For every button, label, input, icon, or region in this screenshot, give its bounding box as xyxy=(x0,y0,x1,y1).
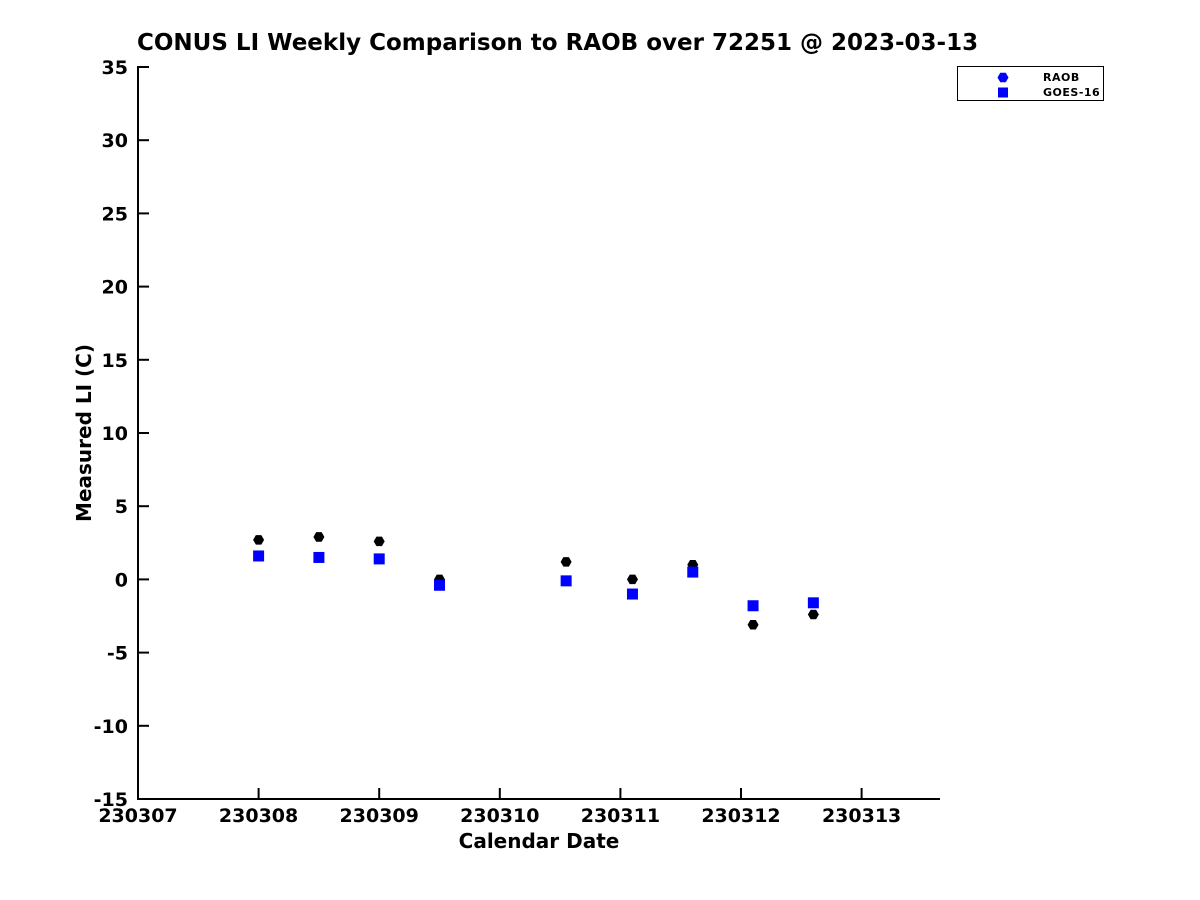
x-tick-label: 230312 xyxy=(701,805,780,827)
x-tick-label: 230311 xyxy=(581,805,660,827)
x-tick-label: 230307 xyxy=(98,805,177,827)
y-tick-label: 35 xyxy=(102,57,128,79)
x-tick-label: 230310 xyxy=(460,805,539,827)
y-tick-label: 5 xyxy=(115,496,128,518)
marker-goes-16 xyxy=(373,553,385,565)
marker-raob xyxy=(747,620,759,630)
marker-goes-16 xyxy=(253,550,265,562)
marker-goes-16 xyxy=(807,597,819,609)
marker-raob xyxy=(373,536,385,547)
legend-item-goes-16: GOES-16 xyxy=(958,85,1103,100)
marker-raob xyxy=(313,532,325,542)
legend-label-goes-16: GOES-16 xyxy=(1043,86,1101,99)
x-tick-label: 230313 xyxy=(822,805,901,827)
marker-goes-16 xyxy=(434,579,446,591)
goes-16-square-marker-icon xyxy=(998,87,1008,98)
y-tick-label: -5 xyxy=(107,643,128,665)
y-tick-label: 10 xyxy=(102,423,128,445)
y-tick-label: 25 xyxy=(102,203,128,225)
marker-raob xyxy=(253,535,265,545)
marker-goes-16 xyxy=(747,600,759,612)
y-tick-label: -15 xyxy=(94,789,128,811)
marker-raob xyxy=(560,557,572,567)
y-tick-label: 30 xyxy=(102,130,128,152)
y-tick-label: -10 xyxy=(94,716,128,738)
legend-label-raob: RAOB xyxy=(1043,71,1080,84)
marker-raob xyxy=(626,574,638,585)
y-tick-label: 20 xyxy=(102,277,128,299)
y-tick-label: 15 xyxy=(102,350,128,372)
marker-raob xyxy=(807,609,819,620)
legend: RAOB GOES-16 xyxy=(957,66,1104,101)
marker-goes-16 xyxy=(313,551,325,563)
raob-hexagon-marker-icon xyxy=(997,72,1009,83)
x-axis-label: Calendar Date xyxy=(458,829,620,853)
chart-title: CONUS LI Weekly Comparison to RAOB over … xyxy=(137,30,979,56)
x-tick-label: 230309 xyxy=(340,805,419,827)
legend-item-raob: RAOB xyxy=(958,70,1103,85)
marker-goes-16 xyxy=(560,575,572,587)
marker-goes-16 xyxy=(626,588,638,600)
marker-goes-16 xyxy=(687,566,699,578)
y-tick-label: 0 xyxy=(115,569,128,591)
x-tick-label: 230308 xyxy=(219,805,298,827)
